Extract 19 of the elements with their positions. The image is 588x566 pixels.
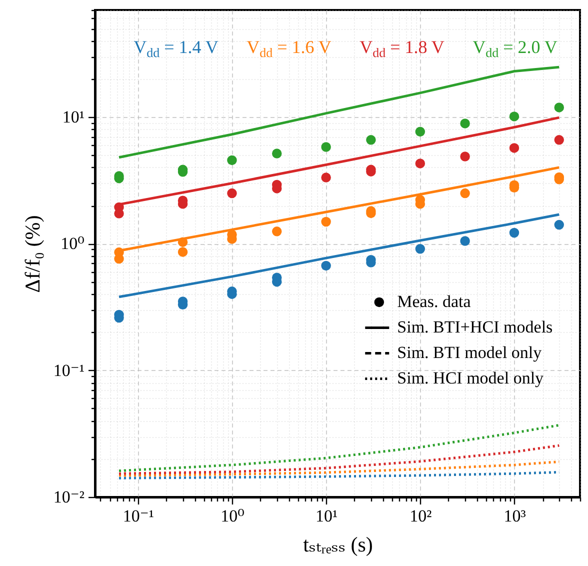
text: V$_{dd}$ = 1.4 V: [134, 37, 218, 60]
annotation: Sim. HCI model only: [397, 368, 544, 388]
x-tick-label: 10⁻¹: [122, 506, 154, 526]
annotation: Sim. BTI model only: [397, 343, 542, 362]
y-axis-title: Δf/f₀ (%): [20, 215, 44, 293]
text: V$_{dd}$ = 1.6 V: [246, 37, 332, 60]
x-tick-label: 10³: [504, 506, 526, 526]
annotation: Sim. BTI+HCI models: [397, 318, 553, 337]
y-tick-label: 10⁻¹: [53, 360, 84, 380]
text: V$_{dd}$ = 1.8 V: [360, 37, 444, 60]
annotation: Meas. data: [397, 292, 472, 312]
x-tick-label: 10¹: [316, 506, 338, 526]
x-tick-label: 10⁰: [220, 506, 245, 526]
y-tick-label: 10⁰: [60, 234, 85, 254]
x-axis-title: tₛₜᵣₑₛₛ (s): [303, 532, 373, 556]
y-tick-label: 10¹: [62, 108, 84, 127]
y-tick-label: 10⁻²: [53, 488, 84, 506]
series-label: V$_{dd}$ = 2.0 V: [472, 37, 558, 60]
x-tick-label: 10²: [410, 506, 432, 526]
